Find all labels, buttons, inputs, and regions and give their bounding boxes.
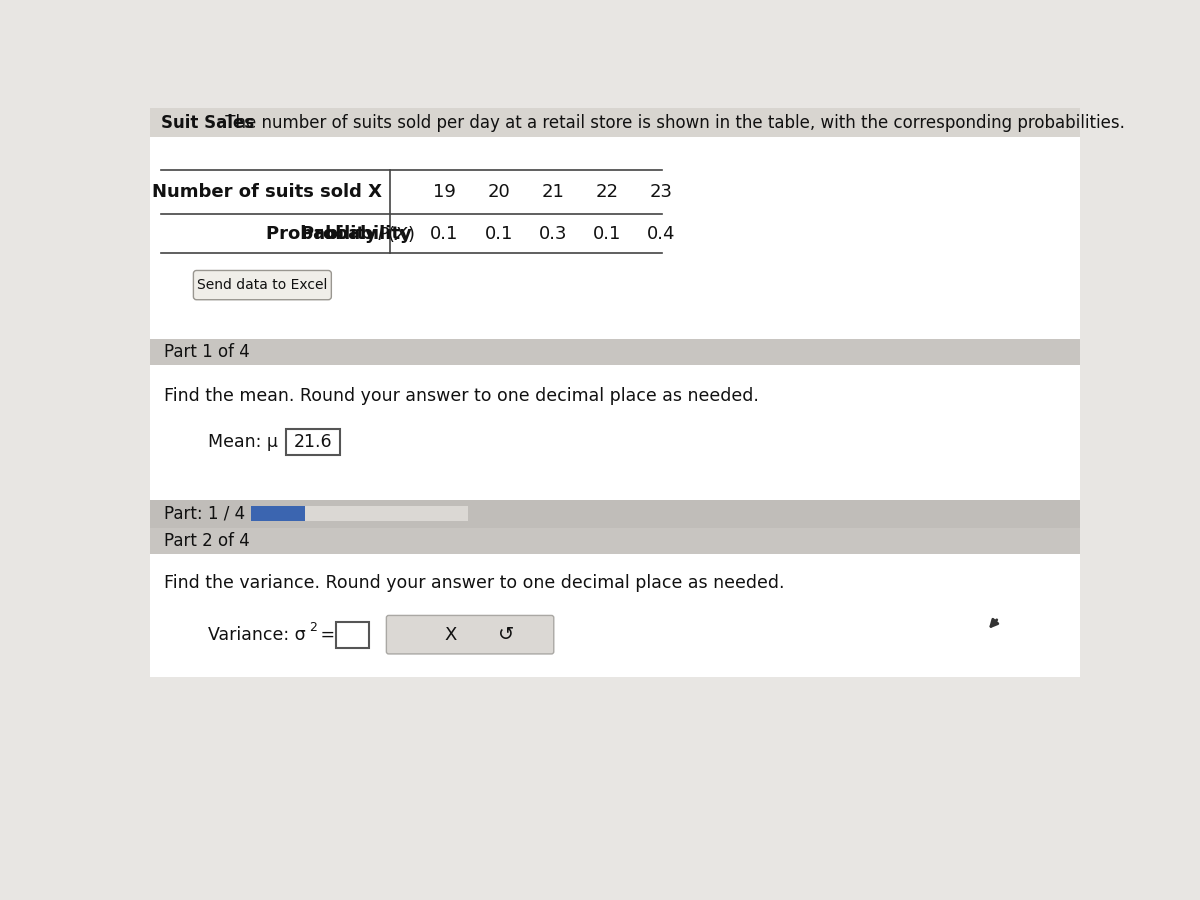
Text: 23: 23 — [650, 183, 673, 201]
Text: 19: 19 — [433, 183, 456, 201]
Text: 22: 22 — [595, 183, 619, 201]
Text: Part: 1 / 4: Part: 1 / 4 — [164, 505, 245, 523]
Text: Variance: σ: Variance: σ — [208, 626, 306, 644]
Text: Find the variance. Round your answer to one decimal place as needed.: Find the variance. Round your answer to … — [164, 574, 785, 592]
Text: 0.3: 0.3 — [539, 224, 568, 242]
Text: Mean: μ =: Mean: μ = — [208, 433, 298, 451]
Text: 21.6: 21.6 — [294, 433, 332, 451]
Text: Find the mean. Round your answer to one decimal place as needed.: Find the mean. Round your answer to one … — [164, 387, 758, 405]
Text: =: = — [316, 626, 335, 644]
Text: Part 1 of 4: Part 1 of 4 — [164, 343, 250, 361]
Text: Probability: Probability — [301, 224, 418, 242]
FancyBboxPatch shape — [251, 506, 468, 521]
FancyBboxPatch shape — [336, 622, 368, 648]
Text: 0.1: 0.1 — [593, 224, 622, 242]
FancyBboxPatch shape — [150, 339, 1080, 365]
Text: X: X — [444, 626, 457, 644]
FancyBboxPatch shape — [150, 108, 1080, 138]
FancyBboxPatch shape — [150, 500, 1080, 527]
Text: ↺: ↺ — [498, 626, 514, 644]
Text: Suit Sales: Suit Sales — [161, 113, 254, 131]
Text: The number of suits sold per day at a retail store is shown in the table, with t: The number of suits sold per day at a re… — [220, 113, 1124, 131]
Text: Probability: Probability — [265, 224, 383, 242]
FancyBboxPatch shape — [150, 677, 1080, 801]
FancyBboxPatch shape — [193, 271, 331, 300]
Text: 2: 2 — [308, 621, 317, 634]
FancyBboxPatch shape — [150, 138, 1080, 339]
Text: Number of suits sold X: Number of suits sold X — [152, 183, 383, 201]
Text: Part 2 of 4: Part 2 of 4 — [164, 532, 250, 550]
Text: 21: 21 — [541, 183, 564, 201]
FancyBboxPatch shape — [251, 506, 305, 521]
Text: 0.1: 0.1 — [431, 224, 458, 242]
FancyBboxPatch shape — [150, 365, 1080, 500]
Text: 20: 20 — [487, 183, 510, 201]
FancyBboxPatch shape — [286, 429, 340, 455]
Text: 0.4: 0.4 — [647, 224, 676, 242]
Text: Send data to Excel: Send data to Excel — [197, 278, 328, 293]
Text: $P(X)$: $P(X)$ — [377, 223, 415, 244]
FancyBboxPatch shape — [150, 527, 1080, 554]
FancyBboxPatch shape — [150, 554, 1080, 677]
FancyBboxPatch shape — [386, 616, 553, 654]
Text: 0.1: 0.1 — [485, 224, 512, 242]
